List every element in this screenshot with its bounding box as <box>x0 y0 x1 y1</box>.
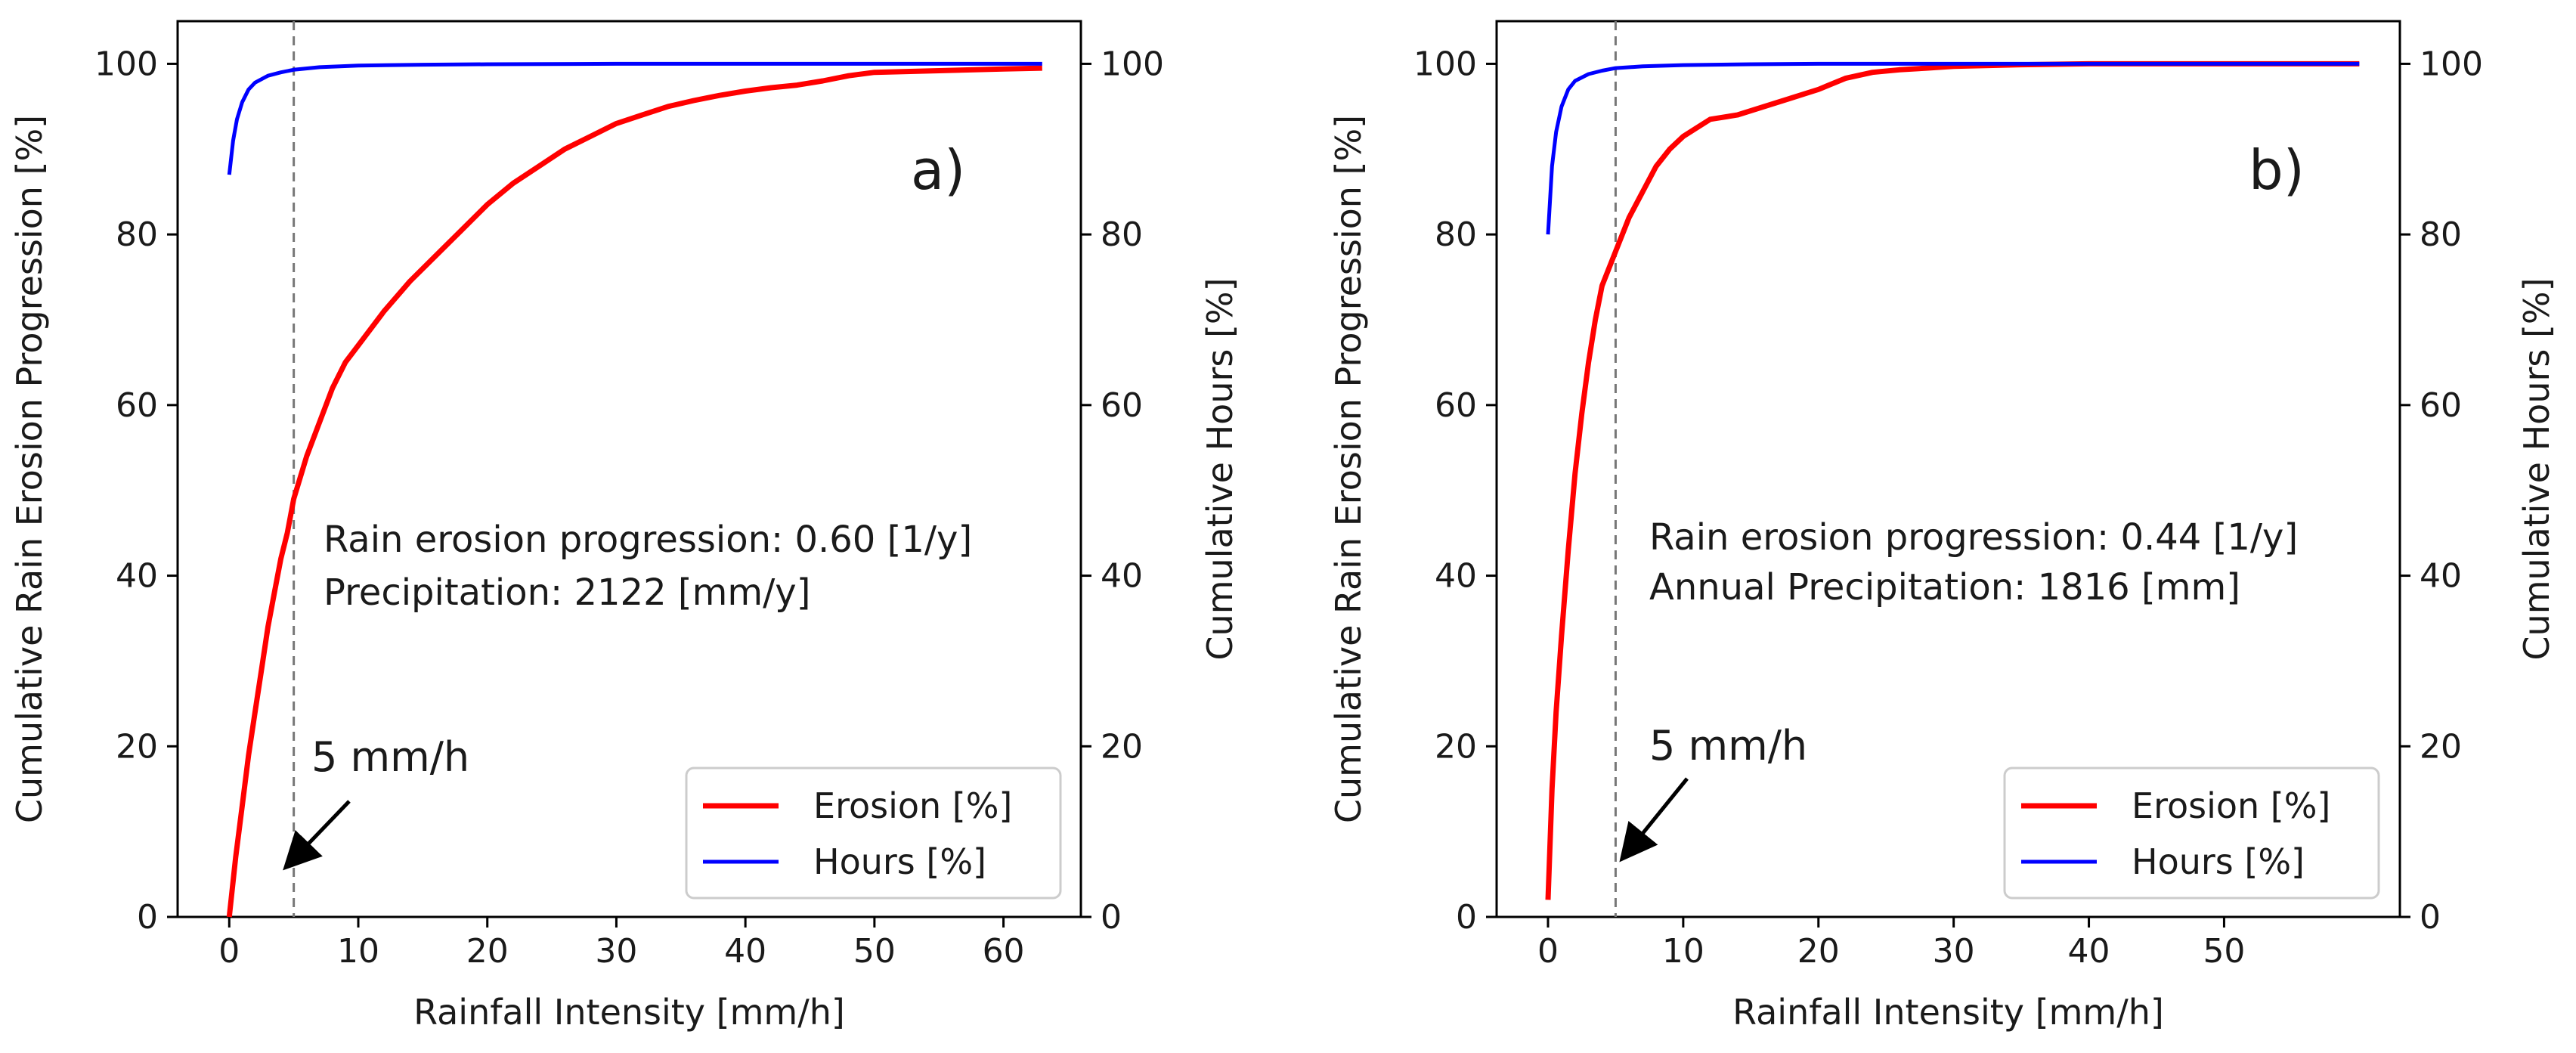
y-tick-label-right: 0 <box>2420 898 2441 937</box>
x-tick-label: 20 <box>466 932 509 971</box>
y-tick-label-right: 40 <box>2420 557 2462 596</box>
y-tick-label-left: 0 <box>137 898 158 937</box>
y-tick-label-right: 0 <box>1101 898 1122 937</box>
y-axis-label-right: Cumulative Hours [%] <box>1200 277 1240 660</box>
info-erosion-rate: Rain erosion progression: 0.60 [1/y] <box>324 519 972 561</box>
y-tick-label-right: 80 <box>2420 215 2462 254</box>
y-tick-label-right: 60 <box>2420 386 2462 425</box>
y-axis-label-left: Cumulative Rain Erosion Progression [%] <box>9 115 50 823</box>
x-tick-label: 50 <box>2203 932 2245 971</box>
x-tick-label: 30 <box>1933 932 1975 971</box>
y-tick-label-right: 80 <box>1101 215 1143 254</box>
x-tick-label: 60 <box>983 932 1025 971</box>
y-tick-label-left: 40 <box>1435 557 1477 596</box>
chart-panel-a: 0 10 20 30 40 50 60 0 0 20 20 40 40 60 60 80 80 100 100 Rai… <box>9 20 1240 1033</box>
annotation-arrow <box>283 800 351 871</box>
x-tick-label: 40 <box>2068 932 2110 971</box>
annotation-label: 5 mm/h <box>311 733 469 781</box>
y-tick-label-left: 80 <box>116 215 158 254</box>
legend-label-erosion: Erosion [%] <box>813 785 1012 826</box>
y-tick-label-left: 100 <box>1413 45 1477 83</box>
annotation-label: 5 mm/h <box>1649 722 1807 770</box>
x-tick-label: 30 <box>595 932 637 971</box>
y-tick-label-right: 20 <box>2420 727 2462 766</box>
annotation-arrow <box>1619 777 1689 863</box>
info-precipitation: Annual Precipitation: 1816 [mm] <box>1649 566 2240 609</box>
legend-label-erosion: Erosion [%] <box>2132 785 2330 826</box>
legend-box <box>2003 767 2380 900</box>
y-tick-label-left: 60 <box>116 386 158 425</box>
x-tick-label: 10 <box>337 932 379 971</box>
y-tick-label-left: 40 <box>116 557 158 596</box>
panel-label: b) <box>2249 138 2305 202</box>
x-tick-label: 0 <box>218 932 240 971</box>
y-tick-label-right: 40 <box>1101 557 1143 596</box>
chart-panel-b: 0 10 20 30 40 50 0 0 20 20 40 40 60 60 80 80 100 100 Rainf… <box>1328 20 2557 1033</box>
legend: Erosion [%] Hours [%] <box>685 767 1062 900</box>
info-erosion-rate: Rain erosion progression: 0.44 [1/y] <box>1649 516 2298 559</box>
y-tick-label-left: 20 <box>116 727 158 766</box>
y-tick-label-left: 20 <box>1435 727 1477 766</box>
legend-box <box>685 767 1062 900</box>
info-precipitation: Precipitation: 2122 [mm/y] <box>324 571 810 614</box>
plot-frame <box>1495 20 2401 918</box>
panel-label: a) <box>911 138 965 202</box>
legend-label-hours: Hours [%] <box>813 841 986 882</box>
legend-label-hours: Hours [%] <box>2132 841 2305 882</box>
y-tick-label-left: 80 <box>1435 215 1477 254</box>
legend: Erosion [%] Hours [%] <box>2003 767 2380 900</box>
x-tick-label: 20 <box>1797 932 1840 971</box>
y-tick-label-right: 100 <box>1101 45 1164 83</box>
x-tick-label: 10 <box>1662 932 1704 971</box>
x-tick-label: 40 <box>724 932 766 971</box>
y-tick-label-right: 60 <box>1101 386 1143 425</box>
hours-line <box>1546 61 2360 235</box>
hours-line <box>227 61 1042 175</box>
y-tick-label-left: 60 <box>1435 386 1477 425</box>
y-axis-label-right: Cumulative Hours [%] <box>2516 277 2557 660</box>
y-tick-label-right: 100 <box>2420 45 2483 83</box>
erosion-line <box>226 65 1042 918</box>
plot-frame <box>176 20 1082 918</box>
x-axis-label: Rainfall Intensity [mm/h] <box>413 992 845 1033</box>
erosion-line <box>1545 60 2360 900</box>
y-tick-label-right: 20 <box>1101 727 1143 766</box>
x-tick-label: 0 <box>1537 932 1559 971</box>
y-tick-label-left: 100 <box>94 45 158 83</box>
x-tick-label: 50 <box>853 932 896 971</box>
y-tick-label-left: 0 <box>1456 898 1477 937</box>
y-axis-label-left: Cumulative Rain Erosion Progression [%] <box>1328 115 1369 823</box>
x-axis-label: Rainfall Intensity [mm/h] <box>1732 992 2164 1033</box>
